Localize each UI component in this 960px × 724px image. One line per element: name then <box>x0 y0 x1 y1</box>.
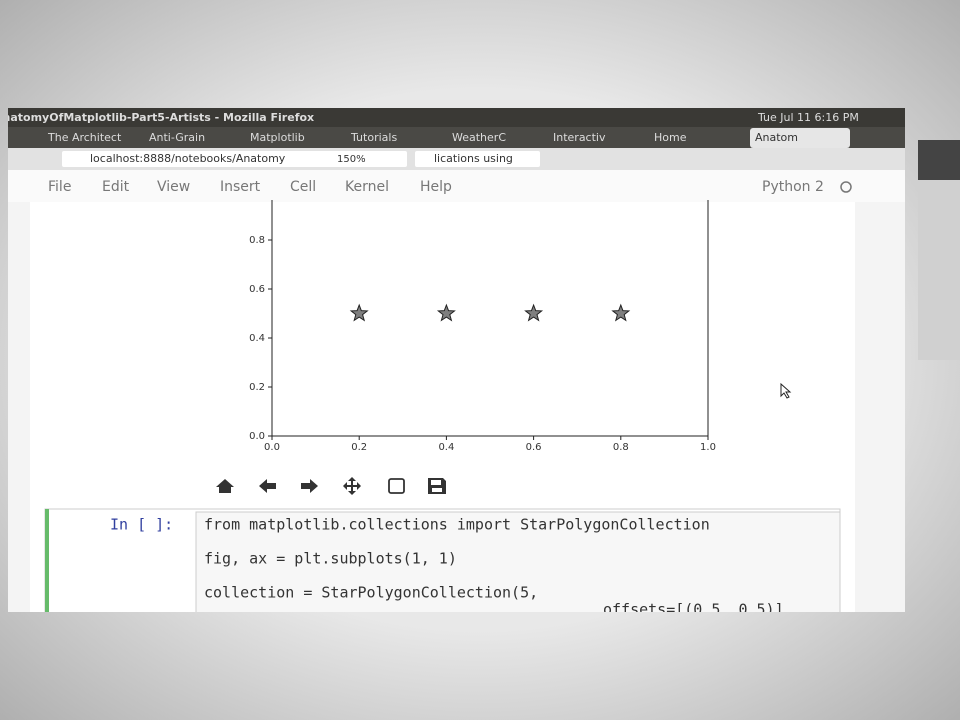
other-window-bar <box>918 140 960 180</box>
menubar <box>8 170 905 202</box>
star-marker <box>436 303 456 322</box>
tab-label[interactable]: The Architect <box>47 131 122 144</box>
code-line: from matplotlib.collections import StarP… <box>204 516 710 534</box>
cell-marker <box>45 509 49 612</box>
save-button[interactable] <box>428 478 446 494</box>
menu-item[interactable]: Cell <box>290 179 316 195</box>
tab-strip <box>8 127 905 148</box>
star-marker <box>349 303 369 322</box>
mouse-cursor <box>780 382 792 399</box>
star-marker <box>611 303 631 322</box>
cell-prompt: In [ ]: <box>110 516 173 534</box>
tab-label[interactable]: Tutorials <box>350 131 397 144</box>
tab-label[interactable]: Interactiv <box>553 131 606 144</box>
window-title: AnatomyOfMatplotlib-Part5-Artists - Mozi… <box>0 111 314 124</box>
star-marker <box>524 303 544 322</box>
back-button[interactable] <box>259 479 276 493</box>
menu-item[interactable]: Edit <box>102 179 130 195</box>
y-tick-label: 0.6 <box>249 284 265 295</box>
menu-item[interactable]: Insert <box>220 179 261 195</box>
title-bar <box>8 108 905 127</box>
y-tick-label: 0.2 <box>249 382 265 393</box>
zoom-button[interactable] <box>388 478 405 494</box>
y-tick-label: 0.8 <box>249 235 265 246</box>
tab-label[interactable]: Anatom <box>755 131 798 144</box>
active-tab[interactable] <box>750 128 850 148</box>
y-tick-label: 0.0 <box>249 431 265 442</box>
kernel-name: Python 2 <box>762 179 824 195</box>
code-line: offsets=[(0.5, 0.5)] <box>603 601 784 619</box>
browser: AnatomyOfMatplotlib-Part5-Artists - Mozi… <box>0 108 905 622</box>
menu-item[interactable]: Kernel <box>345 179 389 195</box>
forward-button[interactable] <box>301 479 318 493</box>
kernel-indicator <box>840 181 852 193</box>
code-line: fig, ax = plt.subplots(1, 1) <box>204 550 457 568</box>
url-field[interactable] <box>62 151 407 167</box>
y-tick-label: 0.4 <box>249 333 265 344</box>
home-button[interactable] <box>216 479 234 493</box>
menu-item[interactable]: File <box>48 179 71 195</box>
plot: 0.0 0.2 0.4 0.6 0.8 1.0 0.0 0.2 0.4 0.6 0.8 <box>249 200 716 453</box>
axes-frame <box>271 200 709 437</box>
search: lications using <box>434 152 513 165</box>
tab-label[interactable]: Anti-Grain <box>149 131 205 144</box>
url: localhost:8888/notebooks/Anatomy <box>90 152 286 165</box>
menu-item[interactable]: View <box>157 179 190 195</box>
x-tick-label: 0.2 <box>351 442 367 453</box>
tab-label[interactable]: Home <box>654 131 687 144</box>
x-tick-label: 0.6 <box>526 442 542 453</box>
code-area[interactable] <box>195 511 841 622</box>
x-tick-label: 0.8 <box>613 442 629 453</box>
plot-toolbar <box>216 477 446 495</box>
x-tick-label: 0.4 <box>438 442 454 453</box>
pan-button[interactable] <box>343 477 361 495</box>
zoom[interactable]: 150% <box>337 154 366 165</box>
tab-label[interactable]: Matplotlib <box>250 131 305 144</box>
clock: Tue Jul 11 6:16 PM <box>757 111 859 124</box>
code-line: collection = StarPolygonCollection(5, <box>204 584 538 602</box>
x-tick-label: 0.0 <box>264 442 280 453</box>
search-field[interactable] <box>415 151 540 167</box>
menu-item[interactable]: Help <box>420 179 452 195</box>
tab-label[interactable]: WeatherC <box>452 131 506 144</box>
x-tick-label: 1.0 <box>700 442 716 453</box>
